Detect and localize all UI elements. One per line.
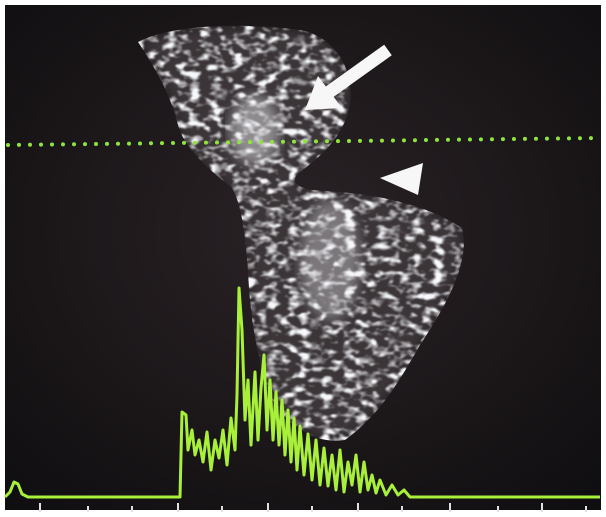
ultrasound-screenshot — [0, 0, 606, 517]
ultrasound-image — [0, 0, 606, 517]
